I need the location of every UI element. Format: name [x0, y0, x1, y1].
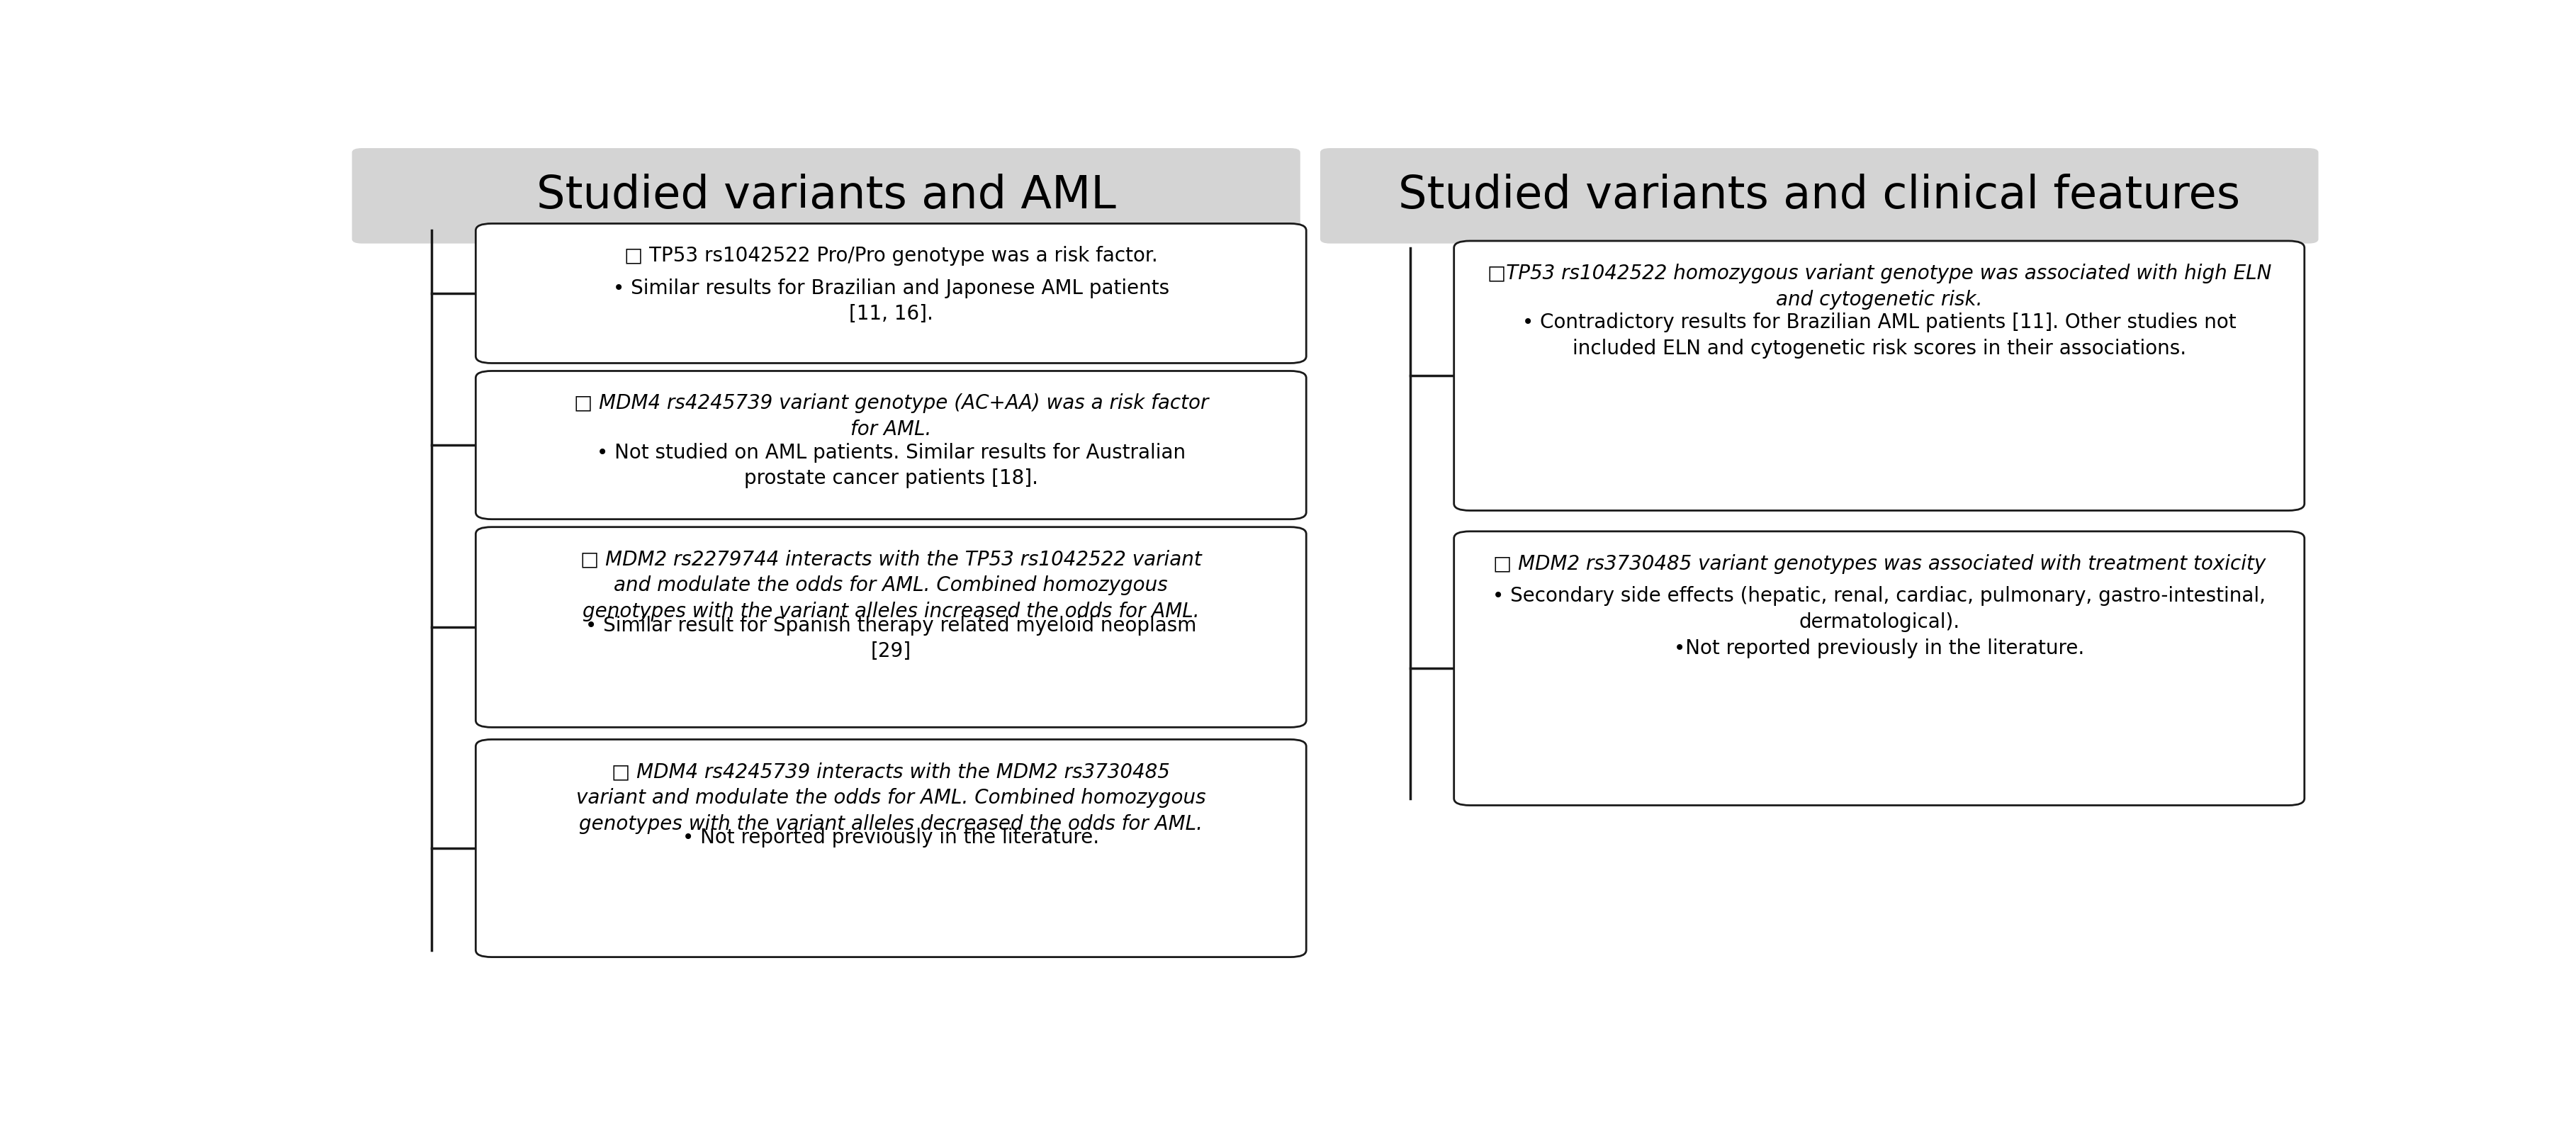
- Text: • Secondary side effects (hepatic, renal, cardiac, pulmonary, gastro-intestinal,: • Secondary side effects (hepatic, renal…: [1492, 586, 2267, 658]
- Text: • Similar result for Spanish therapy related myeloid neoplasm
[29]: • Similar result for Spanish therapy rel…: [585, 616, 1195, 661]
- Text: □TP53 rs1042522 homozygous variant genotype was associated with high ELN
and cyt: □TP53 rs1042522 homozygous variant genot…: [1486, 263, 2272, 310]
- Text: Studied variants and clinical features: Studied variants and clinical features: [1399, 173, 2241, 217]
- FancyBboxPatch shape: [477, 224, 1306, 364]
- FancyBboxPatch shape: [1319, 149, 2318, 243]
- Text: □ TP53 rs1042522 Pro/Pro genotype was a risk factor.: □ TP53 rs1042522 Pro/Pro genotype was a …: [623, 247, 1157, 266]
- FancyBboxPatch shape: [477, 370, 1306, 519]
- FancyBboxPatch shape: [1453, 241, 2306, 510]
- FancyBboxPatch shape: [1453, 531, 2306, 805]
- Text: • Not reported previously in the literature.: • Not reported previously in the literat…: [683, 828, 1100, 848]
- Text: • Not studied on AML patients. Similar results for Australian
prostate cancer pa: • Not studied on AML patients. Similar r…: [598, 443, 1185, 489]
- FancyBboxPatch shape: [477, 740, 1306, 957]
- Text: □ MDM2 rs2279744 interacts with the TP53 rs1042522 variant
and modulate the odds: □ MDM2 rs2279744 interacts with the TP53…: [580, 549, 1200, 622]
- Text: • Contradictory results for Brazilian AML patients [11]. Other studies not
inclu: • Contradictory results for Brazilian AM…: [1522, 313, 2236, 358]
- FancyBboxPatch shape: [353, 149, 1301, 243]
- Text: □ MDM4 rs4245739 variant genotype (AC+AA) was a risk factor
for AML.: □ MDM4 rs4245739 variant genotype (AC+AA…: [574, 393, 1208, 439]
- Text: □ MDM2 rs3730485 variant genotypes was associated with treatment toxicity: □ MDM2 rs3730485 variant genotypes was a…: [1494, 554, 2264, 574]
- FancyBboxPatch shape: [477, 527, 1306, 727]
- Text: Studied variants and AML: Studied variants and AML: [536, 173, 1115, 217]
- Text: • Similar results for Brazilian and Japonese AML patients
[11, 16].: • Similar results for Brazilian and Japo…: [613, 278, 1170, 324]
- Text: □ MDM4 rs4245739 interacts with the MDM2 rs3730485
variant and modulate the odds: □ MDM4 rs4245739 interacts with the MDM2…: [577, 762, 1206, 834]
